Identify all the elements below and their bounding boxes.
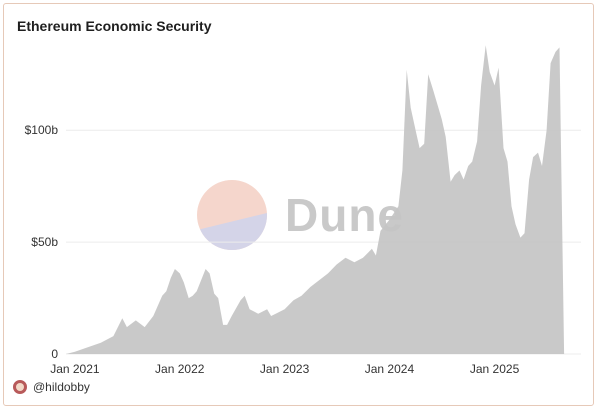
- x-tick-label: Jan 2021: [50, 362, 100, 376]
- y-tick-label: $50b: [31, 235, 58, 249]
- author-handle[interactable]: @hildobby: [33, 380, 90, 394]
- x-tick-label: Jan 2022: [155, 362, 205, 376]
- author-footer: @hildobby: [13, 378, 90, 396]
- x-tick-label: Jan 2024: [365, 362, 415, 376]
- x-tick-label: Jan 2025: [470, 362, 520, 376]
- y-tick-label: $100b: [25, 123, 59, 137]
- chart-title: Ethereum Economic Security: [17, 18, 212, 34]
- x-tick-label: Jan 2023: [260, 362, 310, 376]
- avatar[interactable]: [13, 380, 27, 394]
- economic-security-area[interactable]: [66, 45, 565, 354]
- dune-logo: [197, 180, 267, 250]
- y-tick-label: 0: [51, 347, 58, 361]
